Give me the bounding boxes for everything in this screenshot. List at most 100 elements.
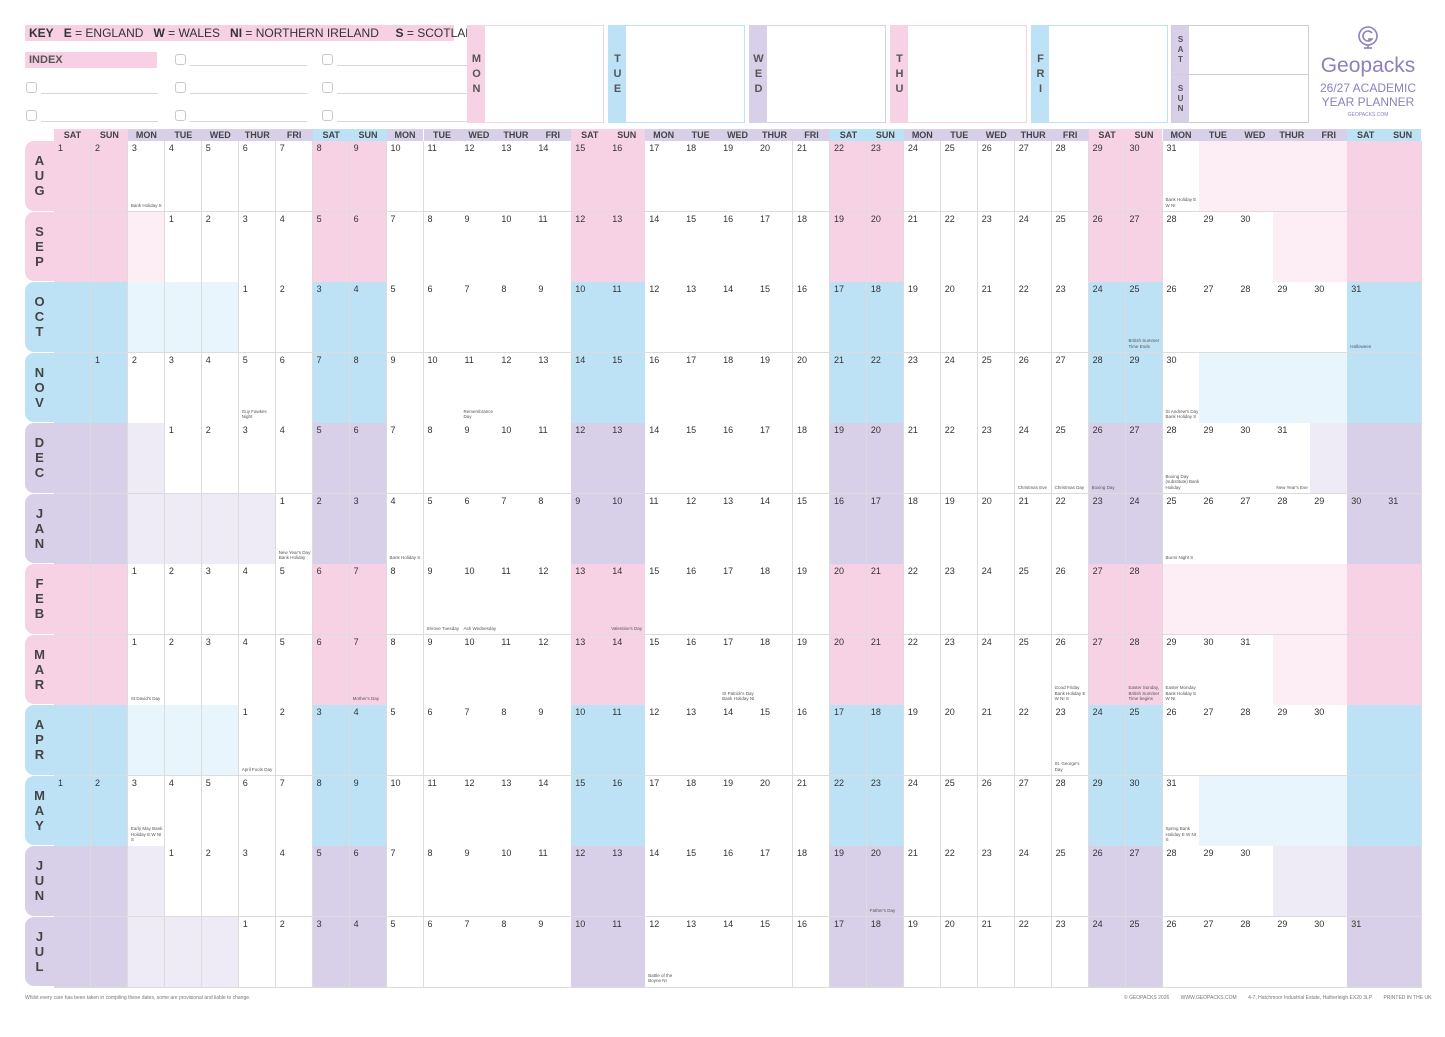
day-cell[interactable]: 21 <box>793 141 831 212</box>
day-cell[interactable]: 20 <box>940 916 979 988</box>
day-cell[interactable]: 14 <box>645 846 683 917</box>
day-cell[interactable]: 30 <box>1199 634 1237 706</box>
day-cell[interactable]: 26 <box>977 141 1016 212</box>
day-cell[interactable]: 22 <box>829 775 868 847</box>
day-cell[interactable]: 2 <box>164 564 203 635</box>
day-cell[interactable]: 23 <box>1051 916 1090 988</box>
day-cell[interactable]: 11 <box>608 916 646 988</box>
day-cell[interactable]: 13 <box>719 493 757 565</box>
day-cell[interactable]: 30 <box>1236 423 1274 494</box>
day-cell[interactable]: 16 <box>793 705 831 776</box>
day-cell[interactable]: 31 Spring Bank Holiday E W NI S <box>1162 775 1200 847</box>
day-cell[interactable]: 13 <box>497 775 535 847</box>
day-cell[interactable]: 27 <box>1125 423 1163 494</box>
day-cell[interactable]: 4 <box>275 846 314 917</box>
day-cell[interactable]: 9 <box>534 916 572 988</box>
day-cell[interactable]: 9 <box>534 705 572 776</box>
day-cell[interactable]: 19 <box>903 916 942 988</box>
day-cell[interactable]: 15 <box>645 564 683 635</box>
day-cell[interactable]: 2 <box>275 916 314 988</box>
day-cell[interactable]: 20 Father's Day <box>866 846 905 917</box>
index-write-line[interactable] <box>41 93 158 94</box>
day-cell[interactable]: 10 Ash Wednesday <box>460 564 498 635</box>
day-cell[interactable]: 6 <box>275 352 314 424</box>
day-cell[interactable]: 6 <box>349 211 388 283</box>
day-cell[interactable]: 14 <box>719 916 757 988</box>
day-cell[interactable]: 11 <box>534 423 572 494</box>
day-cell[interactable]: 3 Bank Holiday S <box>127 141 166 212</box>
day-cell[interactable]: 25 British Summer Time Ends <box>1125 282 1163 353</box>
day-cell[interactable]: 29 Easter Monday Bank Holiday E W NI <box>1162 634 1200 706</box>
day-cell[interactable]: 16 <box>793 916 831 988</box>
day-cell[interactable]: 13 <box>608 846 646 917</box>
day-cell[interactable]: 1 <box>164 423 203 494</box>
day-cell[interactable]: 7 <box>460 282 498 353</box>
day-cell[interactable]: 25 <box>940 775 979 847</box>
day-cell[interactable]: 3 <box>312 705 351 776</box>
day-cell[interactable]: 29 <box>1273 282 1311 353</box>
day-cell[interactable]: 14 Valentine's Day <box>608 564 646 635</box>
day-cell[interactable]: 9 <box>460 846 498 917</box>
day-cell[interactable]: 24 <box>1088 705 1127 776</box>
day-cell[interactable]: 30 <box>1310 916 1348 988</box>
day-cell[interactable]: 3 <box>201 564 240 635</box>
day-cell[interactable]: 12 Battle of the Boyne NI <box>645 916 683 988</box>
day-cell[interactable]: 4 <box>201 352 240 424</box>
day-cell[interactable]: 4 <box>238 564 277 635</box>
day-cell[interactable]: 28 Boxing Day (substitute) Bank Holiday <box>1162 423 1200 494</box>
day-cell[interactable]: 23 <box>977 423 1016 494</box>
day-cell[interactable]: 9 Shrove Tuesday <box>423 564 461 635</box>
day-cell[interactable]: 10 <box>423 352 461 424</box>
day-cell[interactable]: 10 <box>571 916 609 988</box>
day-cell[interactable]: 22 <box>903 634 942 706</box>
day-cell[interactable]: 20 <box>866 423 905 494</box>
day-cell[interactable]: 7 <box>275 141 314 212</box>
day-cell[interactable]: 5 <box>312 423 351 494</box>
day-cell[interactable]: 19 <box>793 634 831 706</box>
day-cell[interactable]: 1 April Fools Day <box>238 705 277 776</box>
day-cell[interactable]: 6 <box>238 141 277 212</box>
day-cell[interactable]: 24 <box>1088 282 1127 353</box>
day-cell[interactable]: 13 <box>497 141 535 212</box>
day-cell[interactable]: 11 <box>608 282 646 353</box>
day-cell[interactable]: 12 <box>645 282 683 353</box>
day-cell[interactable]: 20 <box>940 282 979 353</box>
day-cell[interactable]: 1 <box>54 775 92 847</box>
index-checkbox[interactable] <box>175 82 186 93</box>
day-cell[interactable]: 17 <box>682 352 720 424</box>
day-cell[interactable]: 1 New Year's Day Bank Holiday <box>275 493 314 565</box>
day-cell[interactable]: 28 <box>1236 282 1274 353</box>
day-cell[interactable]: 9 <box>534 282 572 353</box>
day-cell[interactable]: 26 <box>1051 564 1090 635</box>
day-cell[interactable]: 14 <box>645 423 683 494</box>
day-cell[interactable]: 1 <box>238 916 277 988</box>
day-cell[interactable]: 7 <box>275 775 314 847</box>
index-write-line[interactable] <box>337 65 468 66</box>
day-cell[interactable]: 26 <box>1162 916 1200 988</box>
day-cell[interactable]: 20 <box>756 141 794 212</box>
day-cell[interactable]: 8 <box>497 282 535 353</box>
index-write-line[interactable] <box>337 93 468 94</box>
day-cell[interactable]: 3 <box>238 211 277 283</box>
index-write-line[interactable] <box>190 93 307 94</box>
day-cell[interactable]: 5 <box>386 282 424 353</box>
day-cell[interactable]: 12 <box>571 846 609 917</box>
day-cell[interactable]: 25 <box>1125 916 1163 988</box>
day-cell[interactable]: 18 <box>756 634 794 706</box>
day-cell[interactable]: 18 <box>903 493 942 565</box>
day-cell[interactable]: 18 <box>682 141 720 212</box>
day-cell[interactable]: 13 <box>608 211 646 283</box>
day-cell[interactable]: 10 <box>497 423 535 494</box>
day-cell[interactable]: 20 <box>756 775 794 847</box>
day-cell[interactable]: 30 <box>1347 493 1385 565</box>
day-cell[interactable]: 21 <box>866 634 905 706</box>
day-cell[interactable]: 6 <box>349 423 388 494</box>
day-cell[interactable]: 1 <box>238 282 277 353</box>
day-cell[interactable]: 21 <box>1014 493 1053 565</box>
day-cell[interactable]: 7 <box>460 705 498 776</box>
day-cell[interactable]: 3 Early May Bank Holiday E W NI S <box>127 775 166 847</box>
day-cell[interactable]: 12 <box>682 493 720 565</box>
day-cell[interactable]: 2 <box>201 211 240 283</box>
day-cell[interactable]: 15 <box>682 846 720 917</box>
